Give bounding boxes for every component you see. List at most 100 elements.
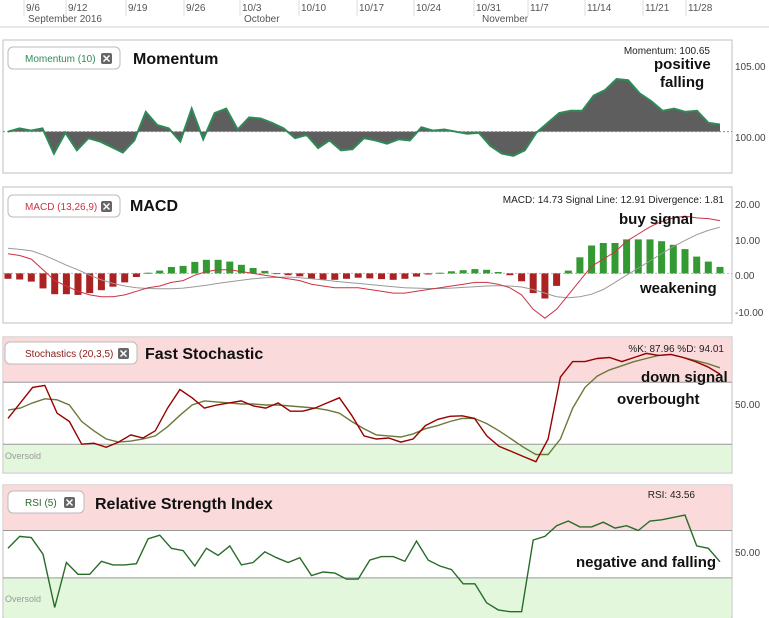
x-tick-label: 10/10 — [301, 3, 326, 14]
macd-histogram-bar — [296, 273, 304, 277]
macd-histogram-bar — [202, 259, 210, 274]
macd-histogram-bar — [576, 257, 584, 274]
stochastic-title: Fast Stochastic — [145, 346, 263, 363]
close-icon[interactable] — [101, 53, 112, 64]
macd-histogram-bar — [401, 273, 409, 279]
momentum-readout: Momentum: 100.65 — [624, 46, 711, 57]
close-icon[interactable] — [101, 201, 112, 212]
momentum-indicator-pill[interactable]: Momentum (10) — [7, 46, 121, 70]
macd-histogram-bar — [191, 261, 199, 274]
x-tick-label: 10/3 — [242, 3, 262, 14]
x-tick-label: 11/7 — [530, 3, 549, 14]
macd-histogram-bar — [284, 273, 292, 276]
macd-ytick: 10.00 — [735, 236, 760, 247]
macd-pill-label: MACD (13,26,9) — [25, 202, 97, 213]
macd-histogram-bar — [4, 273, 12, 279]
macd-histogram-bar — [658, 241, 666, 274]
month-label: October — [244, 14, 280, 25]
macd-histogram-bar — [366, 273, 374, 279]
macd-histogram-bar — [273, 273, 280, 275]
macd-histogram-bar — [646, 239, 654, 274]
macd-histogram-bar — [354, 273, 362, 278]
x-tick-label: 9/26 — [186, 3, 206, 14]
macd-histogram-bar — [51, 273, 59, 295]
stochastic-readout: %K: 87.96 %D: 94.01 — [628, 344, 724, 355]
macd-histogram-bar — [588, 245, 596, 274]
rsi-title: Relative Strength Index — [95, 496, 273, 513]
stochastic-d-line — [7, 353, 721, 456]
stochastic-oversold-zone — [4, 444, 731, 472]
macd-series — [3, 215, 732, 319]
momentum-annotation: falling — [660, 74, 704, 91]
macd-histogram-bar — [261, 270, 269, 274]
macd-line — [7, 215, 721, 319]
macd-histogram-bar — [132, 273, 140, 277]
macd-histogram-bar — [86, 273, 94, 294]
macd-histogram-bar — [506, 273, 514, 276]
macd-histogram-bar — [144, 272, 152, 274]
x-tick-label: 9/12 — [68, 3, 88, 14]
stochastic-series — [3, 352, 732, 463]
macd-readout: MACD: 14.73 Signal Line: 12.91 Divergenc… — [503, 195, 725, 206]
macd-histogram-bar — [623, 239, 631, 274]
close-icon[interactable] — [118, 348, 129, 359]
stochastic-annotation: overbought — [617, 391, 700, 408]
macd-histogram-bar — [611, 243, 619, 274]
momentum-ytick: 105.00 — [735, 62, 766, 73]
macd-histogram-bar — [634, 239, 642, 274]
macd-histogram-bar — [331, 273, 339, 280]
macd-histogram-bar — [483, 269, 491, 274]
macd-histogram-bar — [319, 273, 327, 280]
macd-ytick: 20.00 — [735, 200, 760, 211]
x-tick-label: 11/14 — [587, 3, 612, 14]
x-tick-label: 9/6 — [26, 3, 40, 14]
momentum-title: Momentum — [133, 51, 218, 68]
month-label: November — [482, 14, 529, 25]
rsi-overbought-zone — [4, 486, 731, 531]
stochastic-indicator-pill[interactable]: Stochastics (20,3,5) — [4, 341, 138, 365]
close-icon[interactable] — [64, 497, 75, 508]
macd-histogram-bar — [448, 271, 455, 274]
macd-histogram-bar — [343, 273, 350, 279]
month-label: September 2016 — [28, 14, 102, 25]
stochastic-annotation: down signal — [641, 369, 728, 386]
stochastic-ytick: 50.00 — [735, 400, 760, 411]
x-tick-label: 11/21 — [645, 3, 670, 14]
x-tick-label: 9/19 — [128, 3, 148, 14]
macd-histogram-bar — [121, 273, 129, 283]
macd-histogram-bar — [681, 249, 689, 274]
rsi-indicator-pill[interactable]: RSI (5) — [7, 490, 85, 514]
macd-histogram-bar — [156, 270, 164, 274]
x-tick-label: 10/31 — [476, 3, 501, 14]
momentum-line — [7, 78, 721, 157]
macd-histogram-bar — [109, 273, 117, 287]
rsi-readout: RSI: 43.56 — [648, 490, 696, 501]
momentum-ytick: 100.00 — [735, 133, 766, 144]
macd-histogram-bar — [716, 266, 724, 274]
stochastic-k-line — [7, 352, 721, 463]
macd-histogram-bar — [214, 259, 222, 274]
macd-histogram-bar — [378, 273, 385, 280]
macd-histogram-bar — [16, 273, 24, 280]
macd-title: MACD — [130, 198, 178, 215]
macd-histogram-bar — [494, 272, 502, 274]
macd-histogram-bar — [97, 273, 105, 291]
macd-histogram-bar — [226, 261, 234, 274]
macd-histogram-bar — [518, 273, 526, 282]
x-tick-label: 10/17 — [359, 3, 384, 14]
macd-histogram-bar — [553, 273, 561, 286]
time-axis: 9/6 9/12 9/19 9/26 10/3 10/10 10/17 10/24 10/31 1… — [0, 0, 769, 28]
macd-histogram-bar — [436, 272, 444, 274]
macd-histogram-bar — [179, 265, 187, 274]
macd-histogram-bar — [39, 273, 47, 289]
stochastic-pill-label: Stochastics (20,3,5) — [25, 349, 113, 360]
x-tick-label: 10/24 — [416, 3, 441, 14]
macd-indicator-pill[interactable]: MACD (13,26,9) — [7, 194, 121, 218]
momentum-series — [3, 78, 732, 157]
macd-histogram-bar — [564, 270, 572, 274]
macd-histogram-bar — [308, 273, 315, 279]
macd-histogram-bar — [599, 243, 607, 274]
macd-histogram-bar — [62, 273, 70, 295]
macd-histogram-bar — [237, 264, 245, 274]
